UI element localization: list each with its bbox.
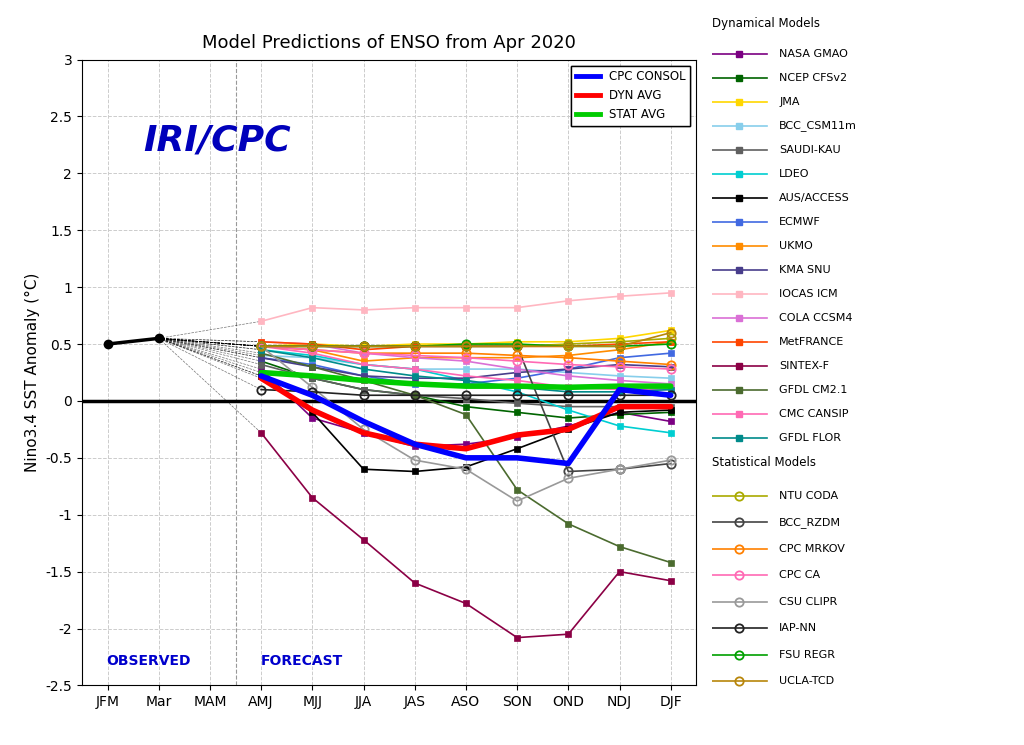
Text: JMA: JMA [779,97,800,107]
Text: NASA GMAO: NASA GMAO [779,49,848,59]
Text: GFDL FLOR: GFDL FLOR [779,433,842,443]
Text: CMC CANSIP: CMC CANSIP [779,409,849,419]
Text: CPC MRKOV: CPC MRKOV [779,544,845,554]
Text: NTU CODA: NTU CODA [779,491,839,501]
Text: GFDL CM2.1: GFDL CM2.1 [779,385,848,395]
Text: NCEP CFSv2: NCEP CFSv2 [779,73,848,83]
Text: IRI/CPC: IRI/CPC [143,124,291,158]
Text: UKMO: UKMO [779,241,813,251]
Text: SINTEX-F: SINTEX-F [779,361,829,371]
Text: Statistical Models: Statistical Models [712,457,816,469]
Text: LDEO: LDEO [779,169,810,179]
Text: CSU CLIPR: CSU CLIPR [779,597,838,606]
Text: BCC_RZDM: BCC_RZDM [779,517,842,527]
Text: IOCAS ICM: IOCAS ICM [779,289,838,299]
Text: CPC CA: CPC CA [779,571,820,580]
Text: UCLA-TCD: UCLA-TCD [779,676,835,686]
Text: MetFRANCE: MetFRANCE [779,337,845,347]
Text: AUS/ACCESS: AUS/ACCESS [779,193,850,203]
Legend: CPC CONSOL, DYN AVG, STAT AVG: CPC CONSOL, DYN AVG, STAT AVG [571,66,690,126]
Title: Model Predictions of ENSO from Apr 2020: Model Predictions of ENSO from Apr 2020 [202,34,577,52]
Text: KMA SNU: KMA SNU [779,265,830,275]
Text: SAUDI-KAU: SAUDI-KAU [779,145,841,155]
Text: OBSERVED: OBSERVED [106,654,190,668]
Text: BCC_CSM11m: BCC_CSM11m [779,121,857,131]
Text: COLA CCSM4: COLA CCSM4 [779,313,853,323]
Text: FSU REGR: FSU REGR [779,650,836,660]
Y-axis label: Nino3.4 SST Anomaly (°C): Nino3.4 SST Anomaly (°C) [25,273,40,472]
Text: ECMWF: ECMWF [779,217,821,226]
Text: Dynamical Models: Dynamical Models [712,17,819,30]
Text: FORECAST: FORECAST [261,654,343,668]
Text: IAP-NN: IAP-NN [779,624,817,633]
